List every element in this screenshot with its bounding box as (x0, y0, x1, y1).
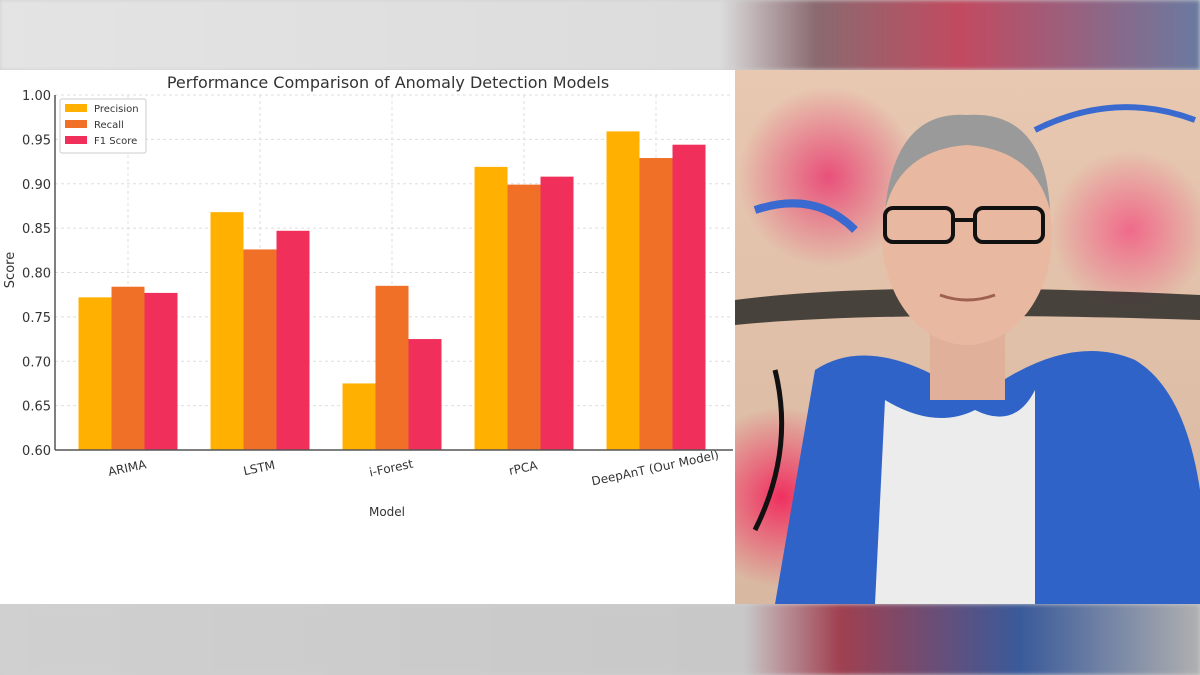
blurred-background-bottom (0, 604, 1200, 675)
bar-precision (342, 383, 376, 450)
bar-f1-score (672, 144, 706, 450)
bar-precision (474, 166, 508, 450)
x-axis-label: Model (369, 505, 405, 519)
y-tick-label: 1.00 (22, 89, 51, 104)
y-axis-label: Score (3, 252, 18, 288)
x-tick-label: i-Forest (368, 457, 415, 480)
bar-precision (78, 297, 112, 450)
x-tick-label: rPCA (508, 458, 540, 478)
y-tick-label: 0.70 (22, 355, 51, 370)
legend-swatch (65, 136, 87, 144)
y-tick-label: 0.75 (22, 311, 51, 326)
portrait-photo (735, 70, 1200, 604)
y-tick-label: 0.95 (22, 133, 51, 148)
legend-label: Recall (94, 120, 124, 131)
chart-panel: Performance Comparison of Anomaly Detect… (0, 70, 735, 604)
legend-label: Precision (94, 104, 139, 115)
y-tick-label: 0.65 (22, 400, 51, 415)
chart-title: Performance Comparison of Anomaly Detect… (167, 73, 609, 92)
bar-f1-score (144, 292, 178, 450)
blurred-background-top (0, 0, 1200, 70)
y-tick-label: 0.60 (22, 444, 51, 459)
y-tick-label: 0.90 (22, 178, 51, 193)
x-tick-label: LSTM (242, 458, 276, 478)
bar-chart: Performance Comparison of Anomaly Detect… (3, 73, 733, 519)
bar-recall (507, 184, 541, 450)
x-tick-label: DeepAnT (Our Model) (590, 448, 720, 489)
bar-precision (606, 131, 640, 450)
bar-recall (639, 158, 673, 450)
bar-recall (243, 249, 277, 450)
x-tick-label: ARIMA (107, 457, 148, 479)
bar-f1-score (408, 339, 442, 450)
bar-f1-score (276, 230, 310, 450)
bar-precision (210, 212, 244, 450)
portrait-illustration (735, 104, 1200, 604)
y-tick-label: 0.85 (22, 222, 51, 237)
bar-f1-score (540, 176, 574, 450)
y-tick-label: 0.80 (22, 267, 51, 282)
legend-label: F1 Score (94, 136, 137, 147)
bar-recall (111, 286, 145, 450)
legend-swatch (65, 104, 87, 112)
bar-recall (375, 285, 409, 450)
legend-swatch (65, 120, 87, 128)
